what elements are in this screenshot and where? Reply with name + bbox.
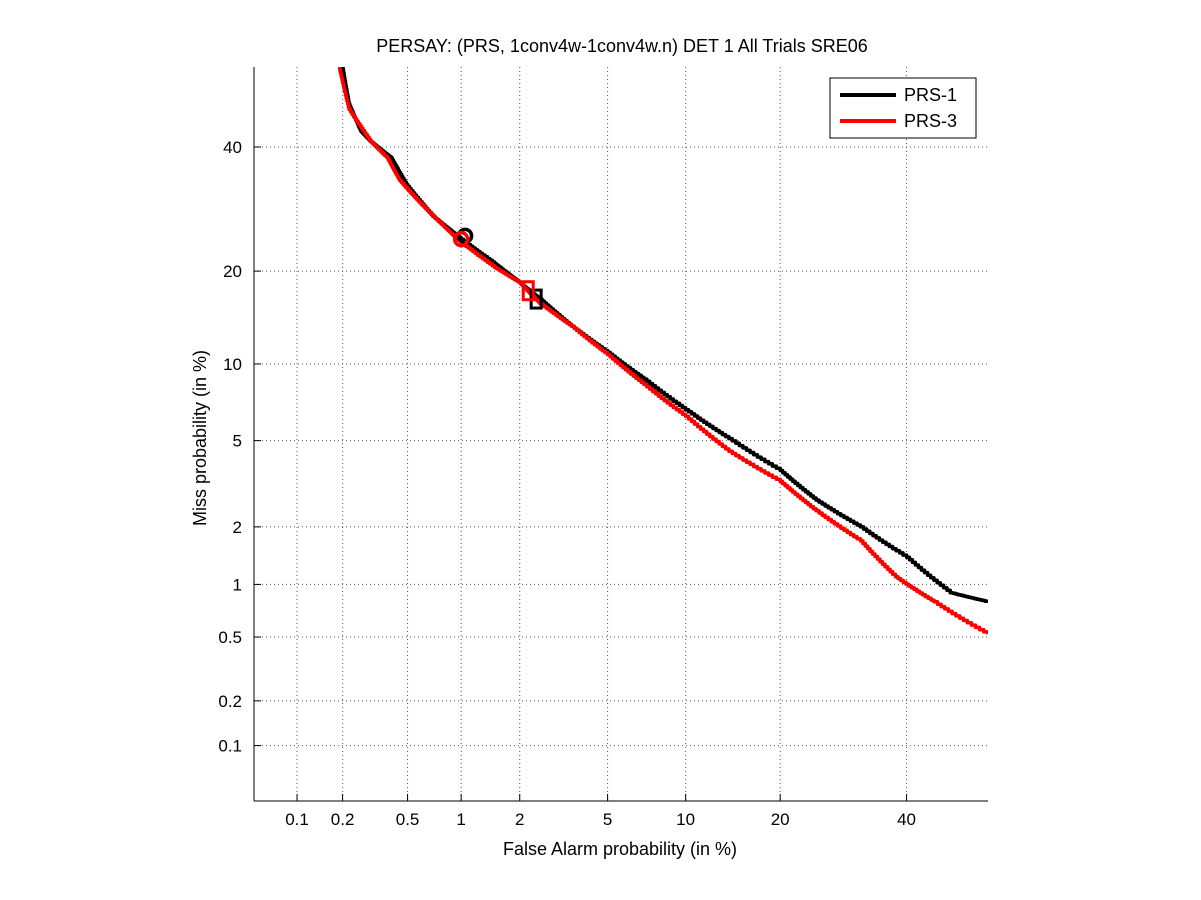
y-tick-label: 0.2 [218, 692, 242, 711]
y-tick-label: 2 [233, 518, 242, 537]
axes: 0.1 0.2 0.5 1 2 5 10 20 40 0.1 0.2 0.5 1 2 5 10 20 40 [218, 67, 988, 829]
x-tick-label: 1 [456, 810, 465, 829]
y-tick-label: 1 [233, 575, 242, 594]
x-tick-label: 40 [897, 810, 916, 829]
x-tick-label: 2 [515, 810, 524, 829]
x-tick-label: 0.5 [396, 810, 420, 829]
y-tick-label: 5 [233, 432, 242, 451]
grid [254, 67, 988, 801]
x-tick-label: 0.2 [331, 810, 355, 829]
y-tick-label: 0.1 [218, 737, 242, 756]
x-tick-label: 5 [603, 810, 612, 829]
y-tick-label: 10 [223, 355, 242, 374]
y-tick-label: 0.5 [218, 628, 242, 647]
series-layer [338, 67, 988, 635]
x-tick-label: 20 [771, 810, 790, 829]
x-tick-label: 0.1 [285, 810, 309, 829]
series-line-prs-3 [338, 67, 988, 635]
act-dcf-marker-prs-3 [521, 280, 535, 302]
legend-label-prs-1: PRS-1 [904, 85, 957, 105]
x-axis-title: False Alarm probability (in %) [503, 839, 737, 859]
series-line-prs-1 [341, 67, 988, 603]
y-tick-label: 20 [223, 262, 242, 281]
legend-box [829, 77, 977, 139]
y-axis-title: Miss probability (in %) [190, 350, 210, 526]
legend-label-prs-3: PRS-3 [904, 111, 957, 131]
legend: PRS-1 PRS-3 [829, 77, 977, 139]
y-tick-label: 40 [223, 138, 242, 157]
chart-title: PERSAY: (PRS, 1conv4w-1conv4w.n) DET 1 A… [376, 36, 868, 56]
min-dcf-marker-prs-3 [452, 230, 470, 248]
x-tick-label: 10 [676, 810, 695, 829]
